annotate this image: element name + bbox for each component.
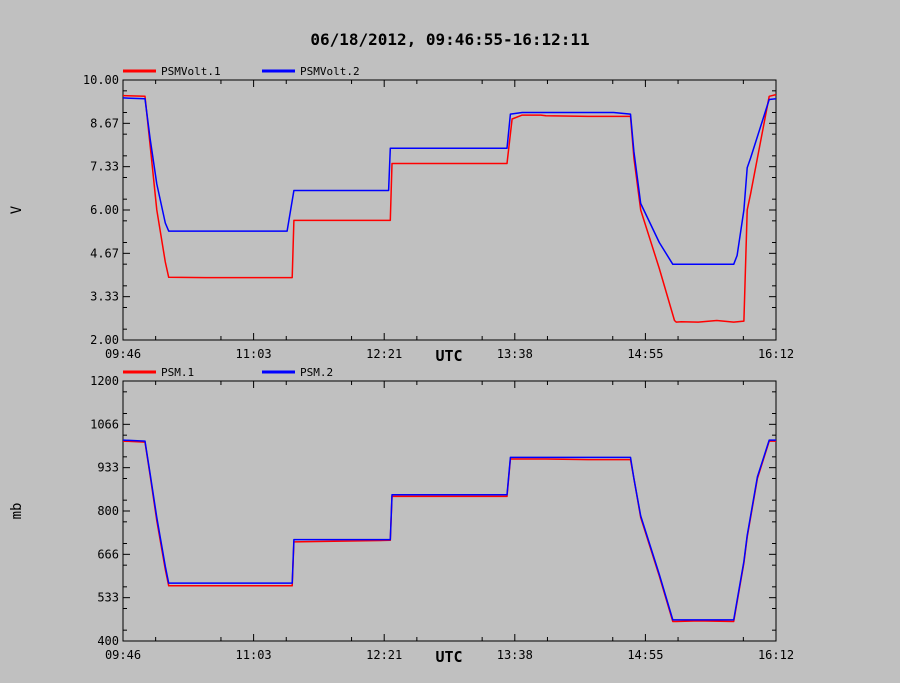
x-tick-label: 12:21: [366, 347, 402, 361]
y-tick-label: 1066: [90, 417, 119, 431]
series-line-psm-1: [122, 440, 776, 623]
y-axis-label: mb: [9, 503, 25, 520]
legend-label: PSMVolt.2: [300, 65, 360, 78]
y-axis-label: V: [9, 205, 25, 214]
x-tick-label: 16:12: [758, 648, 794, 662]
legend-label: PSMVolt.1: [161, 65, 221, 78]
y-tick-label: 7.33: [90, 160, 119, 174]
y-tick-label: 800: [97, 504, 119, 518]
plot-frame: [122, 380, 777, 642]
plot-frame: [122, 79, 777, 341]
series-line-psm-2: [122, 439, 776, 621]
x-tick-label: 13:38: [497, 648, 533, 662]
series-line-psmvolt-1: [122, 93, 777, 323]
y-tick-label: 3.33: [90, 290, 119, 304]
legend-label: PSM.2: [300, 366, 333, 379]
voltage-panel: 2.00 3.33 4.67 6.00 7.33 8.67 10.00 09:46 11:03 1…: [9, 65, 794, 365]
y-tick-label: 400: [97, 634, 119, 648]
chart-title: 06/18/2012, 09:46:55-16:12:11: [310, 30, 589, 49]
x-axis-label: UTC: [435, 648, 462, 666]
x-tick-label: 11:03: [236, 347, 272, 361]
x-tick-label: 11:03: [236, 648, 272, 662]
y-tick-label: 533: [97, 591, 119, 605]
x-axis-label: UTC: [435, 347, 462, 365]
x-tick-label: 14:55: [627, 347, 663, 361]
series-line-psmvolt-2: [122, 97, 777, 266]
x-tick-label: 12:21: [366, 648, 402, 662]
y-tick-label: 8.67: [90, 116, 119, 130]
y-tick-label: 10.00: [83, 73, 119, 87]
x-tick-label: 09:46: [105, 648, 141, 662]
y-tick-label: 933: [97, 461, 119, 475]
pressure-panel: 400 533 666 800 933 1066 1200 09:46 11:03 12:21 13…: [9, 366, 794, 666]
x-tick-label: 16:12: [758, 347, 794, 361]
x-tick-label: 13:38: [497, 347, 533, 361]
y-tick-label: 6.00: [90, 203, 119, 217]
x-tick-label: 09:46: [105, 347, 141, 361]
legend-label: PSM.1: [161, 366, 194, 379]
y-tick-label: 1200: [90, 374, 119, 388]
y-tick-label: 2.00: [90, 333, 119, 347]
y-tick-label: 4.67: [90, 246, 119, 260]
y-tick-label: 666: [97, 547, 119, 561]
x-tick-label: 14:55: [627, 648, 663, 662]
